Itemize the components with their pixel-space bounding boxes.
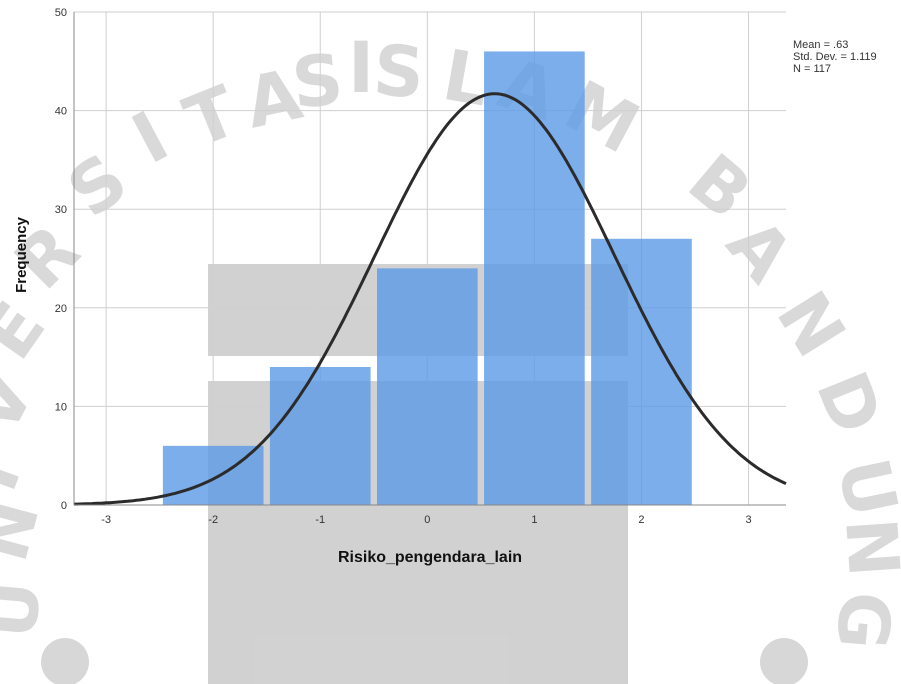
- watermark-letter: N: [829, 515, 901, 579]
- watermark-letter: N: [0, 492, 56, 570]
- watermark-letter: D: [800, 361, 898, 446]
- stats-n: N = 117: [793, 63, 831, 75]
- watermark-letter: S: [53, 138, 143, 234]
- histogram-bar: [484, 51, 585, 505]
- x-tick-label: 1: [531, 514, 537, 526]
- watermark-dot-left: [41, 638, 89, 684]
- x-tick-label: -1: [315, 514, 325, 526]
- normal-curve: [74, 92, 787, 506]
- y-tick-label: 30: [55, 204, 67, 216]
- watermark-letter: V: [0, 360, 50, 446]
- watermark-letter: S: [371, 29, 427, 114]
- x-axis-title: Risiko_pengendara_lain: [338, 549, 522, 566]
- x-tick-label: 0: [424, 514, 430, 526]
- x-tick-label: 3: [745, 514, 751, 526]
- y-axis-title: Frequency: [13, 216, 30, 293]
- y-tick-label: 0: [61, 500, 67, 512]
- watermark-letter: G: [820, 589, 901, 653]
- histogram-bar: [269, 366, 371, 505]
- watermark-letter: S: [288, 38, 347, 125]
- x-tick-labels: -3 -2 -1 0 1 2 3: [101, 514, 751, 526]
- stats-mean: Mean = .63: [793, 39, 848, 51]
- histogram-bars: [162, 51, 692, 505]
- watermark-letter: U: [0, 578, 57, 642]
- y-tick-label: 20: [55, 303, 67, 315]
- watermark-letter: I: [119, 95, 180, 180]
- watermark-letter: N: [761, 278, 862, 371]
- x-tick-label: -3: [101, 514, 111, 526]
- watermark-letter: I: [348, 27, 374, 109]
- stats-box: Mean = .63 Std. Dev. = 1.119 N = 117: [793, 39, 877, 75]
- y-tick-label: 50: [55, 7, 67, 19]
- x-tick-label: 2: [638, 514, 644, 526]
- watermark-letter: U: [821, 451, 901, 524]
- watermark-letter: I: [0, 448, 37, 501]
- y-tick-labels: 0 10 20 30 40 50: [55, 7, 67, 512]
- y-tick-label: 40: [55, 106, 67, 118]
- histogram-bar: [591, 238, 692, 505]
- histogram-bar: [377, 268, 478, 505]
- watermark-dot-right: [760, 638, 808, 684]
- x-tick-label: -2: [208, 514, 218, 526]
- stats-std-dev: Std. Dev. = 1.119: [793, 51, 877, 63]
- watermark-letter: T: [174, 70, 249, 164]
- axes: [73, 12, 786, 506]
- y-tick-label: 10: [55, 401, 67, 413]
